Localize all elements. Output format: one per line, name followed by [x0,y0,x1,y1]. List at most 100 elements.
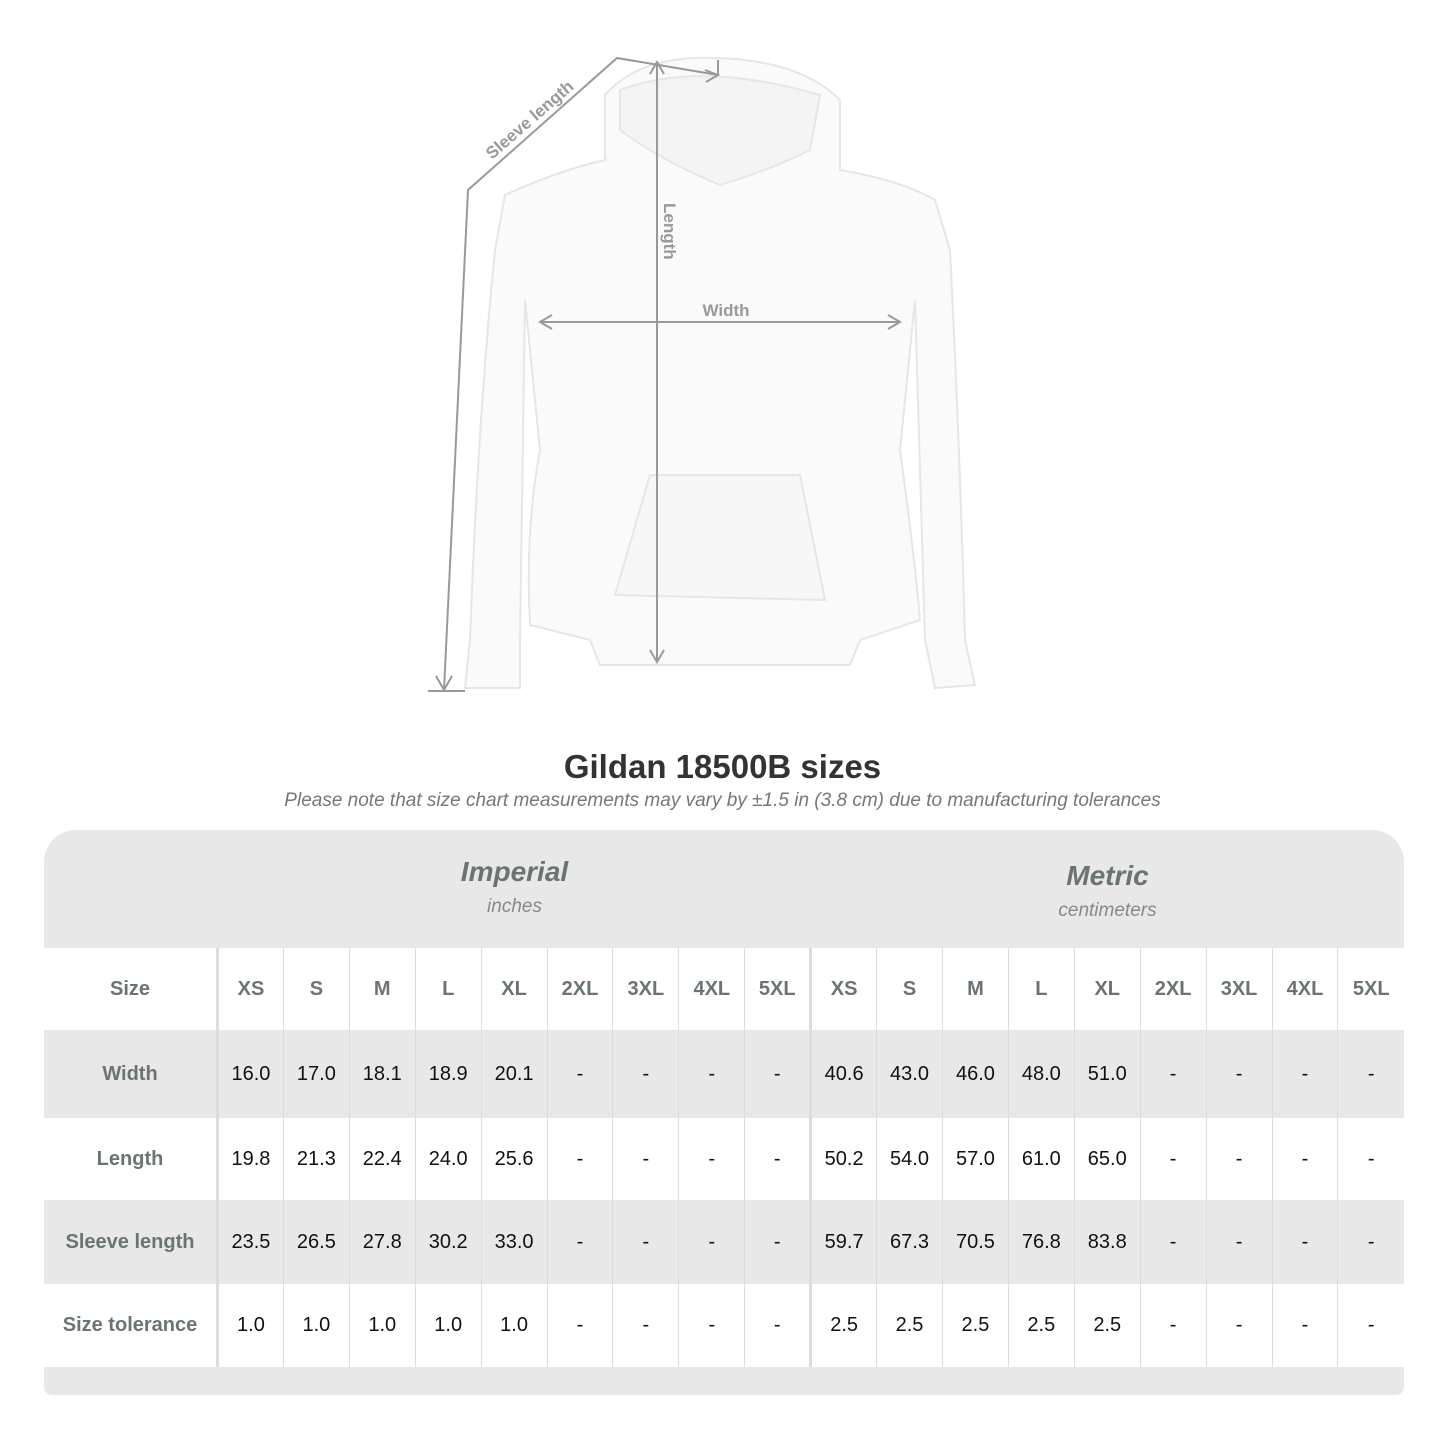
imperial-value-cell: - [678,1200,745,1284]
metric-value-cell: 2.5 [809,1284,877,1367]
metric-value-cell: 70.5 [941,1200,1009,1284]
metric-value-cell: - [1337,1118,1404,1200]
width-label: Width [702,301,749,320]
metric-size-l: L [1007,948,1075,1030]
metric-value-cell: 59.7 [809,1200,877,1284]
imperial-value-cell: 23.5 [217,1200,284,1284]
imperial-value-cell: 25.6 [480,1118,548,1200]
imperial-value-cell: 33.0 [480,1200,548,1284]
metric-value-cell: - [1139,1030,1207,1118]
metric-value-cell: - [1271,1284,1338,1367]
metric-size-s: S [876,948,943,1030]
imperial-value-cell: - [612,1284,679,1367]
metric-value-cell: 61.0 [1007,1118,1075,1200]
row-label: Length [44,1118,219,1200]
metric-size-5xl: 5XL [1337,948,1404,1030]
imperial-value-cell: 1.0 [480,1284,548,1367]
imperial-value-cell: 1.0 [217,1284,284,1367]
hoodie-illustration [463,56,977,690]
imperial-value-cell: 16.0 [217,1030,284,1118]
metric-value-cell: 43.0 [876,1030,943,1118]
metric-value-cell: 2.5 [1073,1284,1141,1367]
metric-value-cell: 57.0 [941,1118,1009,1200]
metric-size-m: M [941,948,1009,1030]
imperial-value-cell: - [744,1118,811,1200]
metric-value-cell: 2.5 [876,1284,943,1367]
metric-value-cell: 65.0 [1073,1118,1141,1200]
hoodie-measurement-diagram: Sleeve length Length Width [428,56,977,693]
size-label: Size [44,948,219,1030]
metric-value-cell: - [1139,1200,1207,1284]
metric-value-cell: - [1205,1118,1272,1200]
metric-value-cell: - [1337,1030,1404,1118]
size-table-panel: Imperial inches Metric centimeters Size X… [44,830,1404,1395]
imperial-title: Imperial [460,856,569,887]
metric-value-cell: - [1271,1030,1338,1118]
imperial-size-5xl: 5XL [744,948,811,1030]
imperial-header: Imperial inches [218,830,811,948]
metric-value-cell: 54.0 [876,1118,943,1200]
imperial-value-cell: - [546,1200,613,1284]
metric-size-xl: XL [1073,948,1141,1030]
metric-value-cell: - [1271,1200,1338,1284]
page-title: Gildan 18500B sizes [563,748,882,785]
imperial-value-cell: - [546,1284,613,1367]
table-row: Sleeve length 23.5 26.5 27.8 30.2 33.0- - - -59.… [44,1200,1404,1284]
imperial-value-cell: 27.8 [348,1200,416,1284]
imperial-value-cell: 19.8 [217,1118,284,1200]
imperial-value-cell: 1.0 [414,1284,482,1367]
metric-value-cell: - [1337,1284,1404,1367]
imperial-value-cell: - [744,1030,811,1118]
table-row: Size tolerance 1.0 1.0 1.0 1.0 1.0- - - -2.5 2.5 2… [44,1284,1404,1367]
imperial-value-cell: - [678,1030,745,1118]
table-row: Width 16.0 17.0 18.1 18.9 20.1- - - -40.6 43.0 46.… [44,1030,1404,1118]
imperial-size-2xl: 2XL [546,948,613,1030]
imperial-value-cell: - [612,1030,679,1118]
imperial-value-cell: - [546,1030,613,1118]
imperial-value-cell: 30.2 [414,1200,482,1284]
imperial-value-cell: 24.0 [414,1118,482,1200]
metric-value-cell: 46.0 [941,1030,1009,1118]
measurement-lines [428,56,902,693]
metric-value-cell: 50.2 [809,1118,877,1200]
metric-value-cell: - [1271,1118,1338,1200]
imperial-size-l: L [414,948,482,1030]
imperial-value-cell: 21.3 [282,1118,350,1200]
metric-header: Metric centimeters [811,830,1404,948]
metric-value-cell: 76.8 [1007,1200,1075,1284]
imperial-size-xs: XS [217,948,284,1030]
row-label: Width [44,1030,219,1118]
imperial-value-cell: - [744,1284,811,1367]
metric-value-cell: 83.8 [1073,1200,1141,1284]
imperial-unit: inches [487,896,542,917]
row-label: Size tolerance [44,1284,219,1367]
table-row: Length 19.8 21.3 22.4 24.0 25.6- - - -50.2 54.0 57… [44,1118,1404,1200]
imperial-size-s: S [282,948,350,1030]
metric-value-cell: - [1139,1284,1207,1367]
imperial-value-cell: 22.4 [348,1118,416,1200]
metric-value-cell: - [1139,1118,1207,1200]
imperial-value-cell: 18.1 [348,1030,416,1118]
metric-value-cell: 51.0 [1073,1030,1141,1118]
imperial-value-cell: 18.9 [414,1030,482,1118]
metric-value-cell: 40.6 [809,1030,877,1118]
sleeve-length-label: Sleeve length [482,77,577,163]
metric-value-cell: 67.3 [876,1200,943,1284]
metric-value-cell: - [1205,1284,1272,1367]
imperial-size-m: M [348,948,416,1030]
imperial-value-cell: - [678,1118,745,1200]
metric-value-cell: - [1205,1200,1272,1284]
imperial-value-cell: - [678,1284,745,1367]
metric-size-xs: XS [809,948,877,1030]
size-header-row: Size XS S M L XL 2XL 3XL 4XL 5XL XS S M L XL 2XL 3XL 4XL 5… [44,948,1404,1030]
metric-value-cell: 2.5 [941,1284,1009,1367]
imperial-value-cell: 26.5 [282,1200,350,1284]
imperial-value-cell: - [744,1200,811,1284]
row-label: Sleeve length [44,1200,219,1284]
metric-size-3xl: 3XL [1205,948,1272,1030]
size-table: Size XS S M L XL 2XL 3XL 4XL 5XL XS S M L XL 2XL 3XL 4XL 5… [44,948,1404,1367]
length-label: Length [660,203,679,260]
metric-value-cell: 2.5 [1007,1284,1075,1367]
metric-size-2xl: 2XL [1139,948,1207,1030]
sleeve-length-line [443,56,719,691]
